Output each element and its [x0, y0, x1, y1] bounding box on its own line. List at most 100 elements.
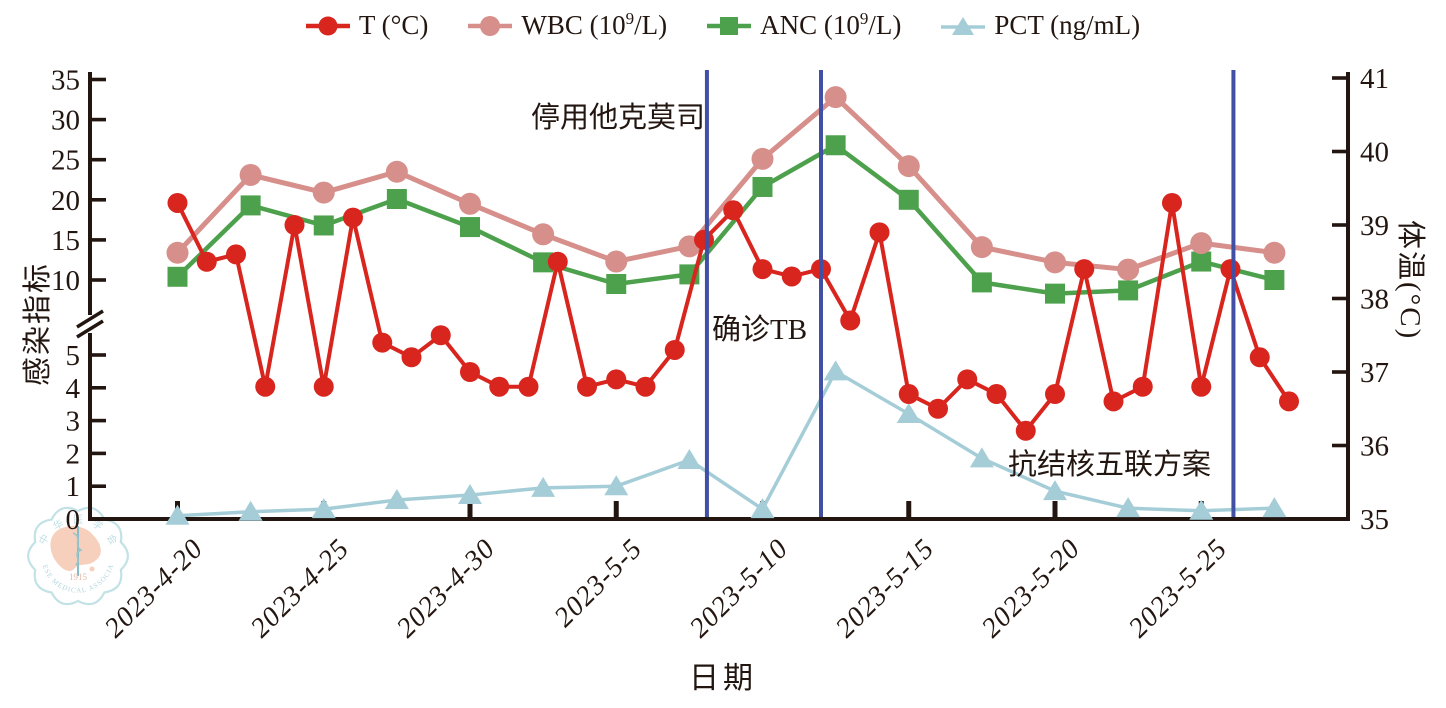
pct-marker [1043, 480, 1067, 501]
anc-series [167, 135, 1285, 304]
wbc-marker [751, 147, 774, 170]
temperature-marker [752, 259, 773, 280]
wbc-marker [605, 250, 628, 273]
annotation-tb-diagnosis: 确诊TB [712, 314, 808, 346]
anc-marker [606, 274, 627, 295]
left-axis-tick-label: 2 [66, 438, 81, 470]
temperature-marker [1103, 391, 1124, 412]
temperature-marker [518, 376, 539, 397]
right-axis-tick-label: 39 [1360, 210, 1389, 242]
left-axis-tick-label: 10 [51, 265, 80, 297]
anc-marker [313, 215, 334, 236]
temperature-marker [1191, 376, 1212, 397]
left-axis-tick-label: 30 [51, 105, 80, 137]
legend-marker-anc-icon [707, 16, 752, 35]
anc-marker [386, 188, 407, 209]
pct-marker [531, 476, 556, 497]
annotation-stop-tacrolimus: 停用他克莫司 [530, 102, 705, 134]
anc-marker [898, 189, 919, 210]
temperature-marker [986, 384, 1007, 405]
wbc-marker [897, 155, 920, 178]
anc-marker [533, 252, 554, 273]
watermark-top-text-char: 中 [36, 532, 52, 547]
x-axis-title: 日期 [689, 662, 757, 695]
pct-marker [677, 448, 702, 469]
wbc-marker [312, 181, 335, 204]
watermark-island-dot [89, 566, 95, 572]
wbc-marker [970, 236, 993, 259]
left-axis-tick-label: 1 [66, 471, 81, 503]
wbc-marker [1117, 258, 1140, 281]
pct-marker [823, 360, 848, 381]
annotation-anti-tb-regimen: 抗结核五联方案 [1008, 449, 1212, 481]
anc-marker [1264, 270, 1285, 290]
left-axis-tick-label: 25 [51, 145, 80, 177]
wbc-marker [532, 223, 555, 246]
anc-marker [825, 135, 846, 156]
temperature-marker [577, 376, 597, 397]
legend-marker-wbc-icon [468, 15, 513, 36]
temperature-marker [1162, 192, 1182, 213]
wbc-marker [166, 241, 189, 264]
temperature-marker [343, 207, 363, 228]
anc-marker [1045, 283, 1065, 304]
temperature-marker [1220, 259, 1241, 280]
right-axis-tick-label: 35 [1360, 504, 1389, 536]
legend: T (°C) WBC (109/L) ANC (109/L) PCT (ng/m… [0, 10, 1446, 41]
temperature-marker [284, 215, 305, 235]
watermark-top-text-char: 医 [73, 514, 83, 526]
left-axis-tick-label: 15 [51, 225, 80, 257]
left-axis-tick-label: 3 [66, 406, 81, 438]
temperature-marker [460, 362, 480, 382]
pct-marker [896, 403, 921, 424]
pct-marker [604, 475, 629, 496]
left-axis-tick-label: 5 [66, 340, 81, 372]
wbc-marker [1044, 251, 1066, 274]
temperature-marker [869, 222, 890, 243]
wbc-marker [239, 163, 262, 186]
right-axis-title: 体温(°C) [1394, 220, 1426, 341]
temperature-marker [401, 347, 422, 368]
anc-marker [971, 272, 992, 293]
temperature-marker [957, 369, 978, 390]
pct-marker [969, 447, 994, 468]
wbc-marker [1263, 241, 1286, 264]
watermark-flower-outline [27, 506, 129, 606]
temperature-marker [606, 369, 627, 390]
anc-marker [460, 217, 480, 238]
temperature-marker [1045, 384, 1065, 405]
left-axis-tick-label: 35 [51, 65, 80, 97]
legend-item-pct: PCT (ng/mL) [941, 10, 1140, 41]
pct-marker [458, 484, 482, 505]
legend-label-temperature: T (°C) [358, 10, 429, 40]
temperature-marker [226, 244, 246, 265]
anc-marker [752, 176, 773, 197]
temperature-marker [1249, 347, 1270, 368]
left-axis-tick-label: 20 [51, 185, 80, 217]
wbc-marker [459, 192, 481, 215]
left-axis-tick-label: 0 [66, 504, 81, 536]
watermark-snake-icon [72, 532, 83, 566]
wbc-marker [385, 160, 408, 183]
temperature-marker [723, 200, 744, 221]
left-axis-title: 感染指标 [22, 261, 54, 386]
legend-item-temperature: T (°C) [305, 10, 429, 41]
pct-marker [1262, 497, 1287, 518]
watermark-top-text-char: 会 [104, 532, 120, 547]
temperature-marker [898, 384, 919, 405]
anc-marker [1191, 251, 1212, 272]
temperature-marker [664, 339, 685, 360]
temperature-marker [430, 325, 451, 346]
pct-series [165, 360, 1287, 525]
pct-marker [1189, 499, 1214, 520]
legend-label-pct: PCT (ng/mL) [994, 10, 1141, 40]
axis-break-gap [81, 315, 99, 333]
temperature-marker [1132, 376, 1153, 397]
temperature-marker [255, 376, 276, 397]
pct-marker [238, 500, 263, 521]
temperature-marker [372, 332, 393, 353]
temperature-marker [1074, 259, 1095, 280]
wbc-marker [824, 86, 847, 109]
